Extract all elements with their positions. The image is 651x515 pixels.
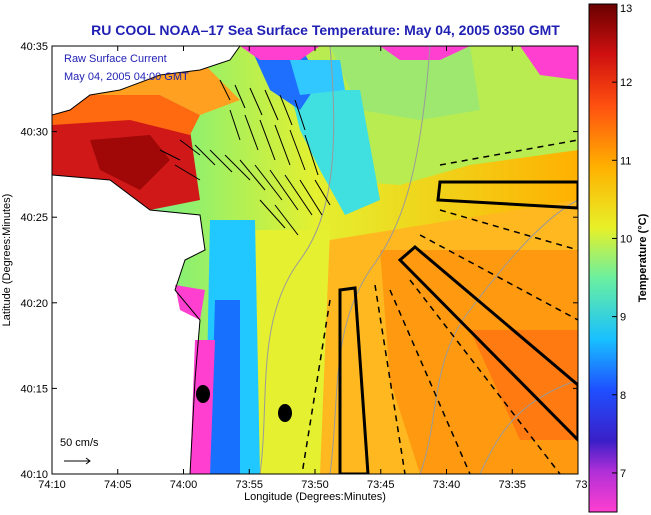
x-tick-label: 74:00 bbox=[170, 479, 198, 491]
radar-sectors bbox=[301, 139, 578, 474]
current-vectors bbox=[159, 79, 331, 236]
y-axis: 40:35 40:30 40:25 40:20 40:15 40:10 bbox=[20, 41, 578, 481]
y-tick-label: 40:30 bbox=[20, 127, 48, 139]
x-tick-label: 73:35 bbox=[498, 479, 526, 491]
x-axis: 74:10 74:05 74:00 73:55 73:50 73:45 73:40 73:35… bbox=[38, 46, 597, 491]
scale-label: 50 cm/s bbox=[60, 437, 99, 449]
current-time: May 04, 2005 04:00 GMT bbox=[64, 71, 189, 83]
station-marker bbox=[196, 385, 210, 403]
colorbar bbox=[588, 3, 618, 513]
colorbar-tick-label: 13 bbox=[620, 3, 632, 15]
x-tick-label: 73:45 bbox=[367, 479, 395, 491]
colorbar-ticks: 13 12 11 10 9 8 7 bbox=[612, 3, 632, 480]
x-tick-label: 73:50 bbox=[301, 479, 329, 491]
colorbar-tick-label: 9 bbox=[620, 312, 626, 324]
x-tick-label: 73:40 bbox=[433, 479, 461, 491]
colorbar-tick-label: 11 bbox=[620, 155, 631, 167]
scale-arrowhead bbox=[85, 457, 91, 465]
x-tick-label: 73:55 bbox=[235, 479, 263, 491]
y-tick-label: 40:35 bbox=[20, 41, 48, 53]
radar-boxes bbox=[338, 180, 578, 474]
x-axis-label: Longitude (Degrees:Minutes) bbox=[244, 491, 386, 503]
colorbar-label: Temperature (°C) bbox=[637, 213, 649, 302]
x-tick-label: 74:10 bbox=[38, 479, 66, 491]
y-tick-label: 40:25 bbox=[20, 212, 48, 224]
current-label: Raw Surface Current bbox=[64, 53, 167, 65]
x-tick-label: 74:05 bbox=[104, 479, 132, 491]
colorbar-tick-label: 12 bbox=[620, 77, 632, 89]
y-tick-label: 40:15 bbox=[20, 383, 48, 395]
y-axis-label: Latitude (Degrees:Minutes) bbox=[1, 194, 13, 327]
y-tick-label: 40:10 bbox=[20, 469, 48, 481]
y-tick-label: 40:20 bbox=[20, 298, 48, 310]
colorbar-tick-label: 8 bbox=[620, 390, 626, 402]
map-title: RU COOL NOAA–17 Sea Surface Temperature:… bbox=[91, 22, 560, 38]
colorbar-tick-label: 7 bbox=[620, 468, 626, 480]
colorbar-tick-label: 10 bbox=[620, 233, 632, 245]
station-marker bbox=[278, 404, 292, 422]
sst-field: Raw Surface Current May 04, 2005 04:00 G… bbox=[52, 46, 578, 474]
